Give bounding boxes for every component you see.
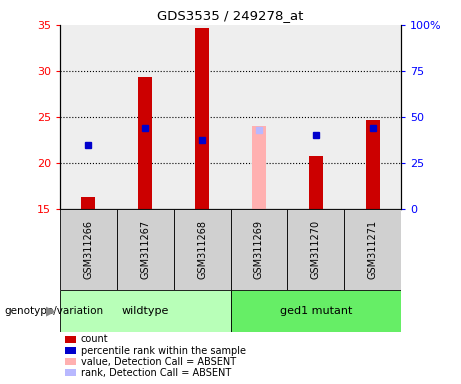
Text: percentile rank within the sample: percentile rank within the sample [81, 346, 246, 356]
Text: GSM311266: GSM311266 [83, 220, 94, 279]
Bar [117, 209, 174, 290]
Bar [138, 78, 152, 209]
Text: GSM311269: GSM311269 [254, 220, 264, 279]
Bar [287, 209, 344, 290]
Bar [309, 156, 323, 209]
Bar [174, 209, 230, 290]
Bar [60, 209, 117, 290]
Text: GSM311271: GSM311271 [367, 220, 378, 279]
Bar [60, 290, 230, 332]
Bar [81, 197, 95, 209]
Text: wildtype: wildtype [122, 306, 169, 316]
Text: rank, Detection Call = ABSENT: rank, Detection Call = ABSENT [81, 367, 231, 377]
Bar [195, 28, 209, 209]
Bar [366, 120, 380, 209]
Text: genotype/variation: genotype/variation [5, 306, 104, 316]
Text: value, Detection Call = ABSENT: value, Detection Call = ABSENT [81, 357, 236, 367]
Title: GDS3535 / 249278_at: GDS3535 / 249278_at [157, 9, 304, 22]
Bar [230, 209, 287, 290]
Bar [344, 209, 401, 290]
Text: GSM311270: GSM311270 [311, 220, 321, 279]
Text: GSM311268: GSM311268 [197, 220, 207, 279]
Bar [230, 290, 401, 332]
Text: count: count [81, 334, 108, 344]
Text: ged1 mutant: ged1 mutant [280, 306, 352, 316]
Text: ▶: ▶ [46, 305, 55, 318]
Text: GSM311267: GSM311267 [140, 220, 150, 279]
Bar [252, 126, 266, 209]
